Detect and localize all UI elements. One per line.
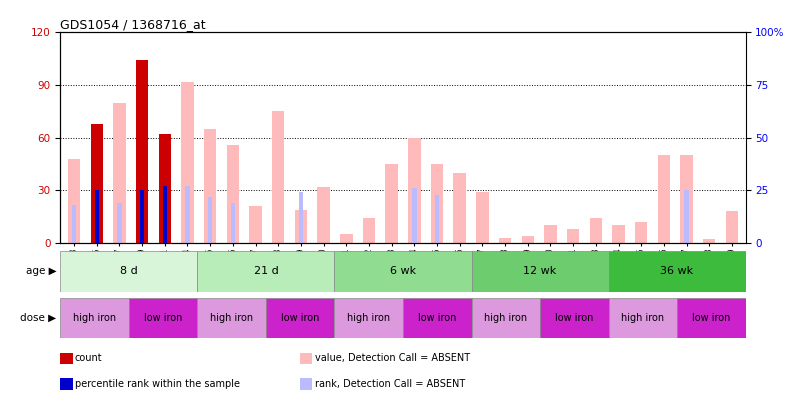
Text: 36 wk: 36 wk — [660, 266, 694, 276]
Bar — [208, 197, 212, 243]
Text: 8 d: 8 d — [120, 266, 138, 276]
Text: high iron: high iron — [484, 313, 527, 323]
Bar — [72, 205, 77, 243]
Bar — [90, 124, 103, 243]
Bar — [272, 111, 285, 243]
Bar — [499, 238, 511, 243]
Text: low iron: low iron — [555, 313, 593, 323]
Bar — [385, 164, 398, 243]
Bar — [680, 155, 693, 243]
Bar — [334, 251, 472, 292]
Bar — [408, 138, 421, 243]
Bar — [197, 251, 334, 292]
Bar — [204, 129, 217, 243]
Bar — [435, 194, 439, 243]
Bar — [430, 164, 443, 243]
Bar — [684, 190, 689, 243]
Text: rank, Detection Call = ABSENT: rank, Detection Call = ABSENT — [314, 379, 465, 389]
Text: value, Detection Call = ABSENT: value, Detection Call = ABSENT — [314, 354, 470, 363]
Bar — [60, 298, 129, 338]
Bar — [567, 229, 580, 243]
Text: 6 wk: 6 wk — [390, 266, 416, 276]
Text: low iron: low iron — [281, 313, 319, 323]
Bar — [197, 298, 266, 338]
Bar — [412, 188, 417, 243]
Bar — [521, 236, 534, 243]
Text: dose ▶: dose ▶ — [20, 313, 56, 323]
Text: count: count — [75, 354, 102, 363]
Bar — [340, 234, 352, 243]
Bar — [60, 251, 197, 292]
Bar — [540, 298, 609, 338]
Bar — [677, 298, 746, 338]
Bar — [725, 211, 738, 243]
Bar — [589, 218, 602, 243]
Text: high iron: high iron — [73, 313, 116, 323]
Text: GDS1054 / 1368716_at: GDS1054 / 1368716_at — [60, 18, 206, 31]
Bar — [140, 190, 144, 243]
Bar — [403, 298, 472, 338]
Bar — [181, 81, 193, 243]
Bar — [635, 222, 647, 243]
Bar — [163, 186, 167, 243]
Bar — [472, 298, 540, 338]
Bar — [94, 190, 99, 243]
Bar — [226, 145, 239, 243]
Bar — [472, 251, 609, 292]
Bar — [231, 203, 235, 243]
Bar — [249, 206, 262, 243]
Text: 21 d: 21 d — [254, 266, 278, 276]
Bar — [609, 251, 746, 292]
Bar — [159, 134, 171, 243]
Bar — [318, 187, 330, 243]
Bar — [476, 192, 488, 243]
Text: low iron: low iron — [418, 313, 456, 323]
Bar — [185, 186, 189, 243]
Bar — [136, 60, 148, 243]
Text: 12 wk: 12 wk — [523, 266, 557, 276]
Bar — [299, 192, 303, 243]
Bar — [613, 226, 625, 243]
Bar — [117, 203, 122, 243]
Bar — [113, 102, 126, 243]
Bar — [68, 159, 81, 243]
Bar — [609, 298, 677, 338]
Text: low iron: low iron — [144, 313, 182, 323]
Bar — [266, 298, 334, 338]
Bar — [334, 298, 403, 338]
Bar — [658, 155, 670, 243]
Bar — [703, 239, 716, 243]
Text: high iron: high iron — [347, 313, 390, 323]
Text: high iron: high iron — [621, 313, 664, 323]
Bar — [363, 218, 376, 243]
Bar — [295, 210, 307, 243]
Bar — [454, 173, 466, 243]
Text: age ▶: age ▶ — [26, 266, 56, 276]
Text: low iron: low iron — [692, 313, 730, 323]
Text: high iron: high iron — [210, 313, 253, 323]
Bar — [544, 226, 557, 243]
Bar — [129, 298, 197, 338]
Text: percentile rank within the sample: percentile rank within the sample — [75, 379, 240, 389]
